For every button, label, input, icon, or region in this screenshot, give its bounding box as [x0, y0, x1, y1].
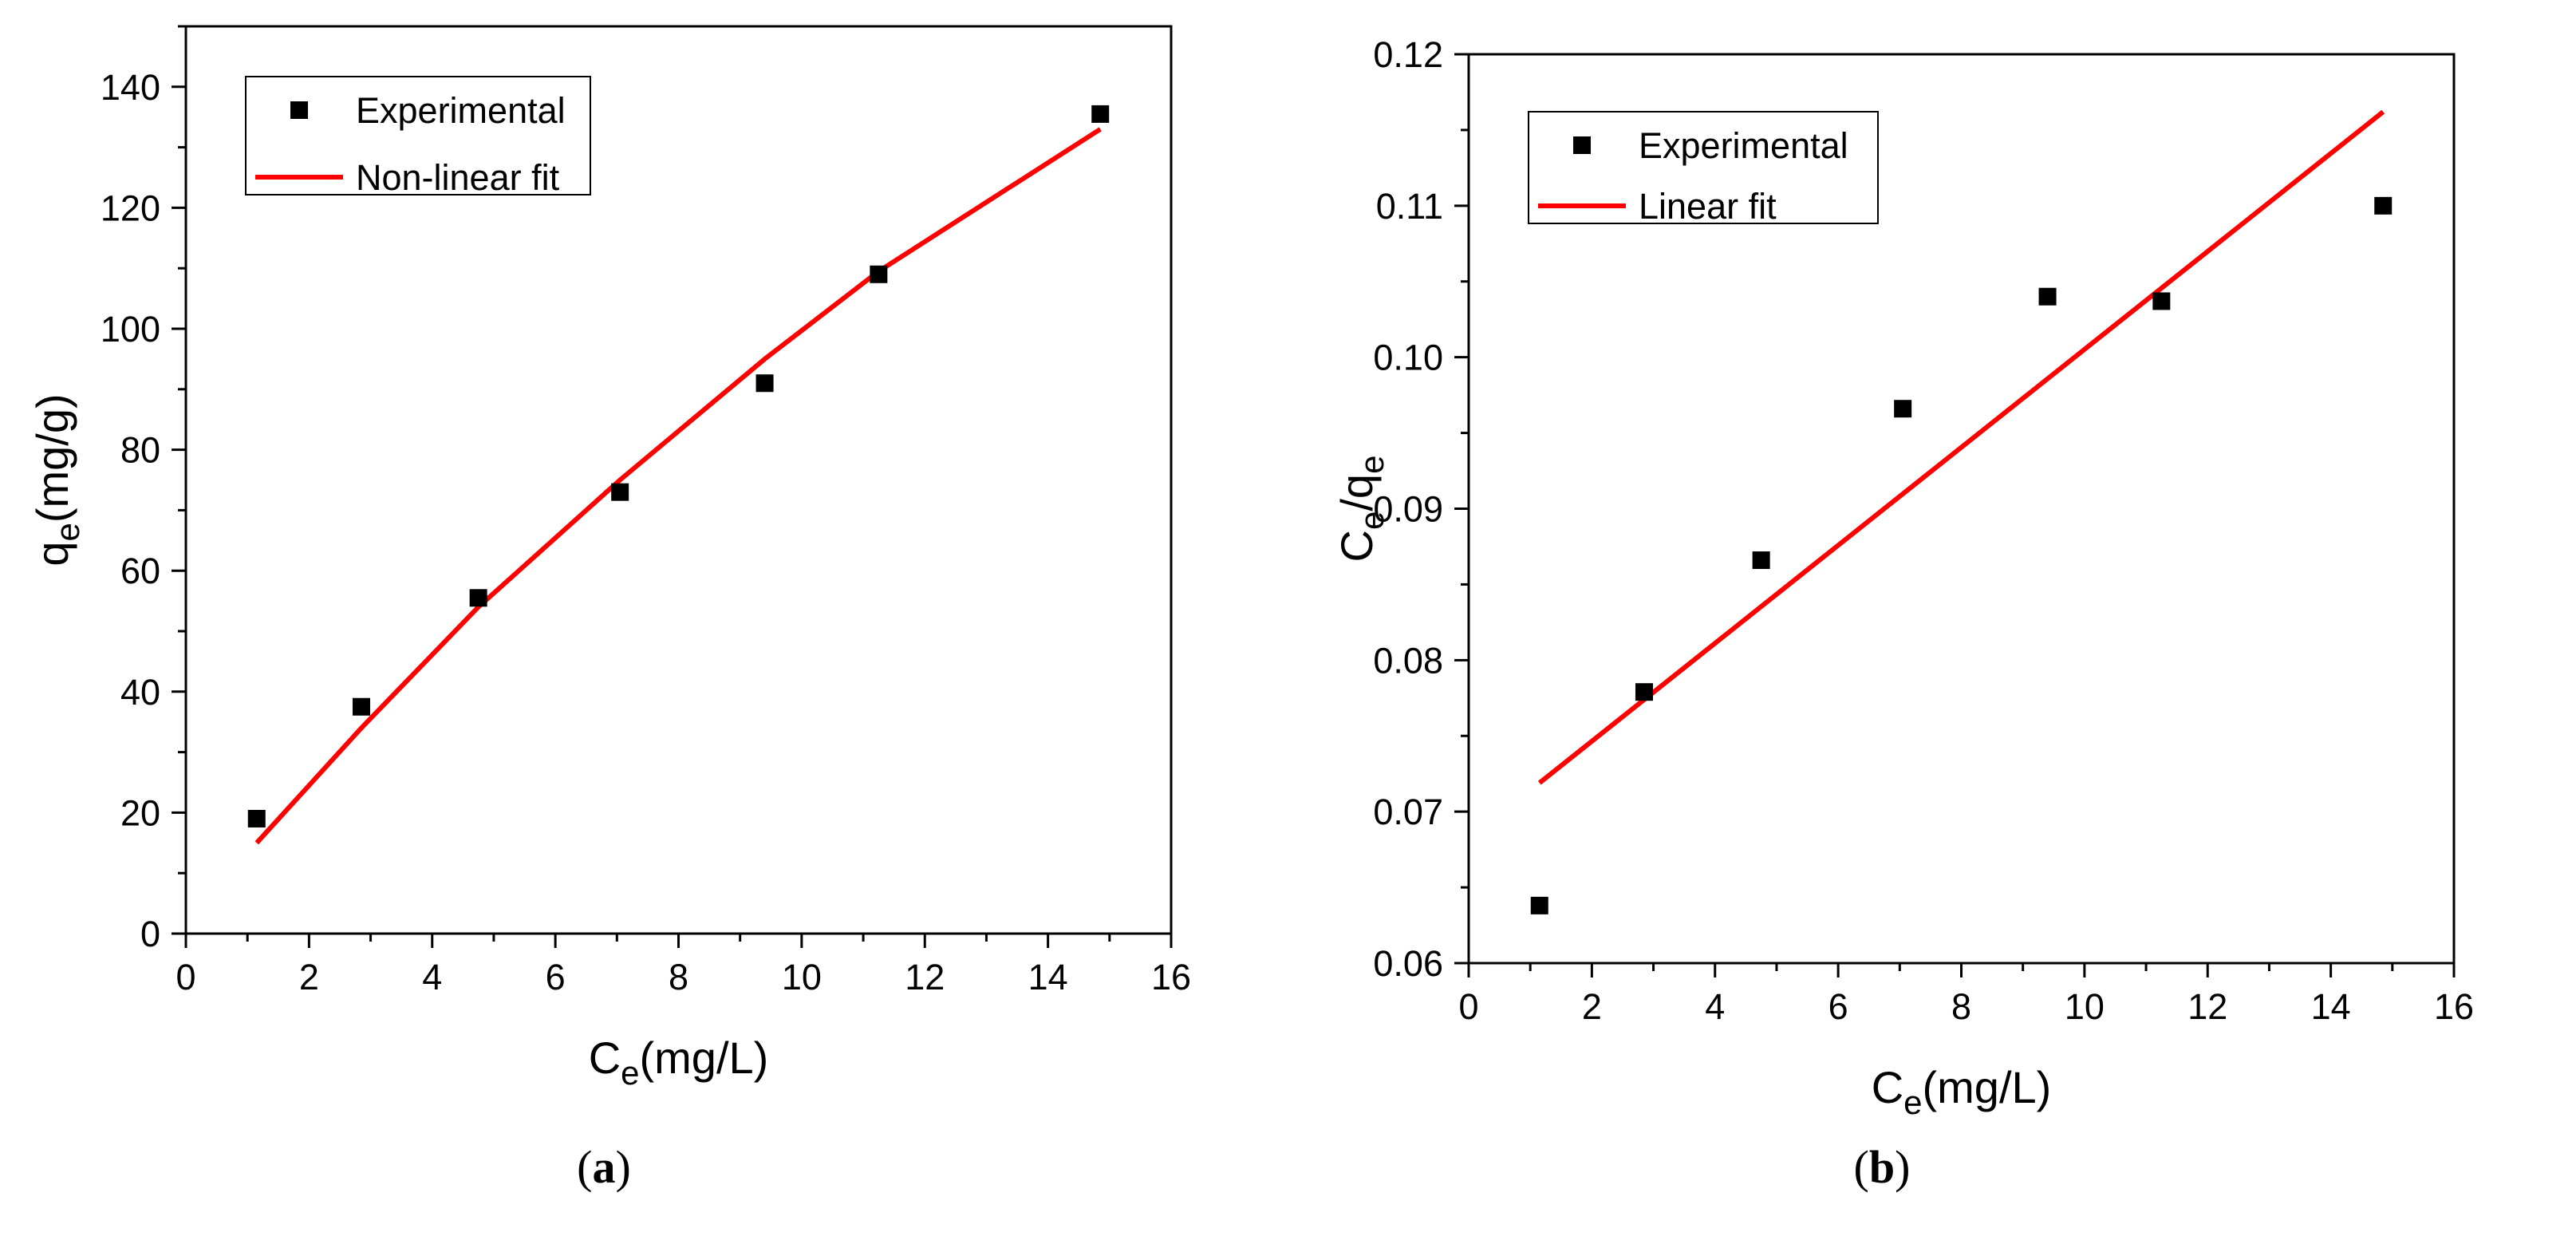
data-point [2152, 292, 2171, 310]
legend-label: Experimental [356, 90, 566, 131]
x-tick-label: 14 [1028, 957, 1068, 997]
panel-label-close-paren: ) [616, 1141, 631, 1193]
x-axis-label-sub: e [1903, 1084, 1922, 1121]
x-tick-label: 6 [546, 957, 566, 997]
data-point [870, 265, 888, 283]
legend-marker [290, 101, 308, 119]
panel-label: (b) [1854, 1141, 1911, 1193]
x-tick-label: 8 [669, 957, 688, 997]
x-tick-label: 6 [1828, 986, 1848, 1027]
chart-panel-b: 0 2 4 6 8 10 12 14 16 0.06 0.07 0.08 0.09 0.10 0.11 0.1… [1331, 34, 2474, 1193]
y-axis-label-mid: /q [1331, 474, 1382, 511]
data-point [469, 589, 487, 607]
y-axis-label-unit: (mg/g) [27, 393, 77, 523]
x-axis-label-unit: (mg/L) [1923, 1062, 2052, 1112]
x-tick-label: 4 [1705, 986, 1725, 1027]
y-axis-label-sub: e [49, 523, 86, 541]
y-tick-label: 0.10 [1373, 338, 1443, 378]
y-tick-label: 0.07 [1373, 792, 1443, 832]
y-tick-label: 0.11 [1376, 186, 1443, 227]
x-axis-label-unit: (mg/L) [640, 1033, 769, 1083]
x-tick-label: 8 [1951, 986, 1971, 1027]
x-tick-label: 14 [2311, 986, 2351, 1027]
y-axis-label-main: C [1331, 530, 1382, 562]
legend-label: Non-linear fit [356, 157, 560, 198]
data-point [247, 809, 266, 827]
x-tick-label: 16 [1151, 957, 1191, 997]
data-point [1091, 105, 1110, 123]
x-axis-label: Ce(mg/L) [1872, 1062, 2052, 1121]
y-tick-label: 140 [101, 67, 160, 108]
y-tick-label: 120 [101, 188, 160, 228]
y-tick-label: 40 [120, 672, 160, 713]
x-axis-label-main: C [589, 1033, 621, 1083]
panel-label-letter: a [593, 1141, 616, 1193]
data-point [755, 374, 774, 393]
data-point [2038, 287, 2057, 306]
y-axis-label-sub2: e [1353, 456, 1391, 474]
y-tick-label: 20 [120, 792, 160, 833]
x-tick-label: 2 [299, 957, 319, 997]
x-tick-label: 10 [2065, 986, 2105, 1027]
data-point [611, 483, 629, 501]
panel-label-open-paren: ( [1854, 1141, 1869, 1193]
panel-label-open-paren: ( [577, 1141, 592, 1193]
x-tick-label: 0 [1458, 986, 1478, 1027]
data-point [1635, 683, 1653, 701]
data-point [1752, 551, 1770, 570]
legend-label: Experimental [1639, 125, 1848, 166]
fit-line [1537, 109, 2385, 785]
panel-label: (a) [577, 1141, 631, 1193]
data-point [1894, 400, 1912, 418]
y-tick-label: 0.09 [1373, 489, 1443, 530]
y-axis-label: Ce/qe [1331, 456, 1391, 563]
x-tick-label: 2 [1582, 986, 1602, 1027]
legend-box [245, 76, 591, 195]
x-axis-label: Ce(mg/L) [589, 1033, 769, 1092]
x-tick-label: 0 [176, 957, 195, 997]
y-tick-label: 0.08 [1373, 640, 1443, 681]
y-tick-label: 60 [120, 551, 160, 591]
x-tick-label: 4 [422, 957, 442, 997]
y-axis-label: qe(mg/g) [27, 393, 86, 566]
panel-label-close-paren: ) [1895, 1141, 1910, 1193]
data-point [1530, 896, 1548, 914]
x-tick-label: 12 [905, 957, 945, 997]
y-tick-label: 0 [140, 914, 160, 954]
y-tick-label: 100 [101, 309, 160, 350]
y-axis-label-sub: e [1353, 511, 1391, 530]
panel-label-letter: b [1869, 1141, 1895, 1193]
x-axis-label-sub: e [621, 1054, 639, 1092]
legend-label: Linear fit [1639, 186, 1777, 227]
x-tick-label: 10 [782, 957, 822, 997]
y-tick-label: 0.06 [1373, 943, 1443, 984]
data-point [352, 697, 370, 716]
y-tick-label: 0.12 [1373, 34, 1443, 75]
legend-marker [1573, 136, 1591, 154]
chart-panel-a: 0 2 4 6 8 10 12 14 16020406080100120140Ce(mg/L)q… [27, 25, 1191, 1193]
y-tick-label: 80 [120, 430, 160, 471]
fit-line [254, 127, 1102, 845]
x-tick-label: 16 [2434, 986, 2474, 1027]
data-point [2374, 196, 2393, 215]
x-tick-label: 12 [2187, 986, 2227, 1027]
y-axis-label-main: q [27, 542, 77, 567]
x-axis-label-main: C [1872, 1062, 1903, 1112]
